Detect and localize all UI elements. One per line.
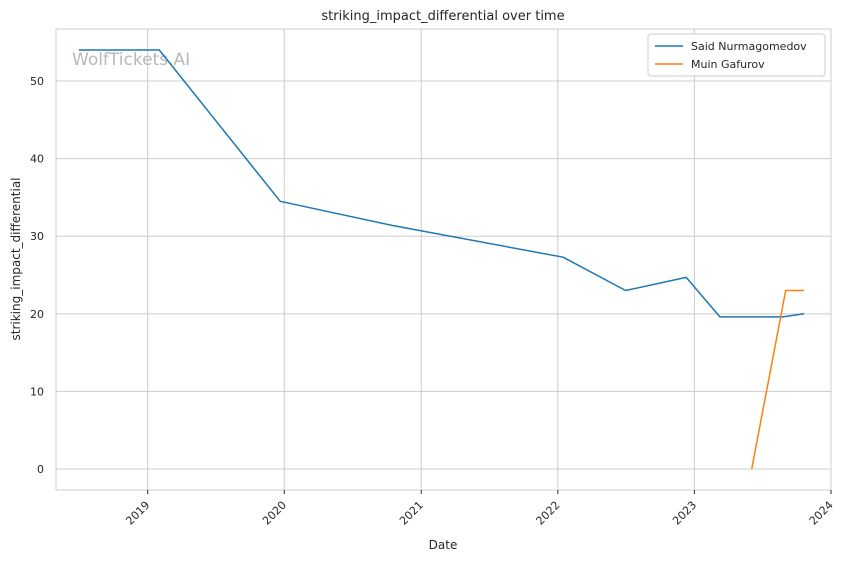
legend-label-muin-gafurov: Muin Gafurov [691, 58, 765, 71]
x-tick-label: 2023 [670, 499, 699, 528]
legend-box [647, 33, 826, 77]
x-tick-label: 2019 [123, 499, 152, 528]
watermark: WolfTickets.AI [72, 50, 190, 70]
y-axis-label: striking_impact_differential [9, 177, 23, 340]
x-tick-label: 2022 [534, 499, 563, 528]
chart-title: striking_impact_differential over time [321, 9, 564, 24]
y-tick-label: 10 [30, 385, 44, 398]
legend: Said Nurmagomedov Muin Gafurov [647, 33, 826, 77]
x-tick-label: 2024 [807, 499, 836, 528]
y-tick-label: 0 [37, 463, 44, 476]
legend-label-said-nurmagomedov: Said Nurmagomedov [691, 40, 807, 53]
tick-layer: 0 10 20 30 40 50 2019 2020 2021 2022 2023 2024 [30, 75, 836, 528]
x-axis-label: Date [429, 538, 458, 552]
grid-layer [56, 29, 832, 490]
y-tick-label: 50 [30, 75, 44, 88]
series-line-muin-gafurov [750, 289, 805, 470]
x-tick-label: 2020 [260, 499, 289, 528]
plot-frame [55, 28, 832, 491]
y-tick-label: 30 [30, 230, 44, 243]
y-tick-label: 20 [30, 308, 44, 321]
y-tick-label: 40 [30, 153, 44, 166]
series-layer [78, 49, 805, 470]
series-line-said-nurmagomedov [78, 49, 805, 318]
x-tick-label: 2021 [397, 499, 426, 528]
